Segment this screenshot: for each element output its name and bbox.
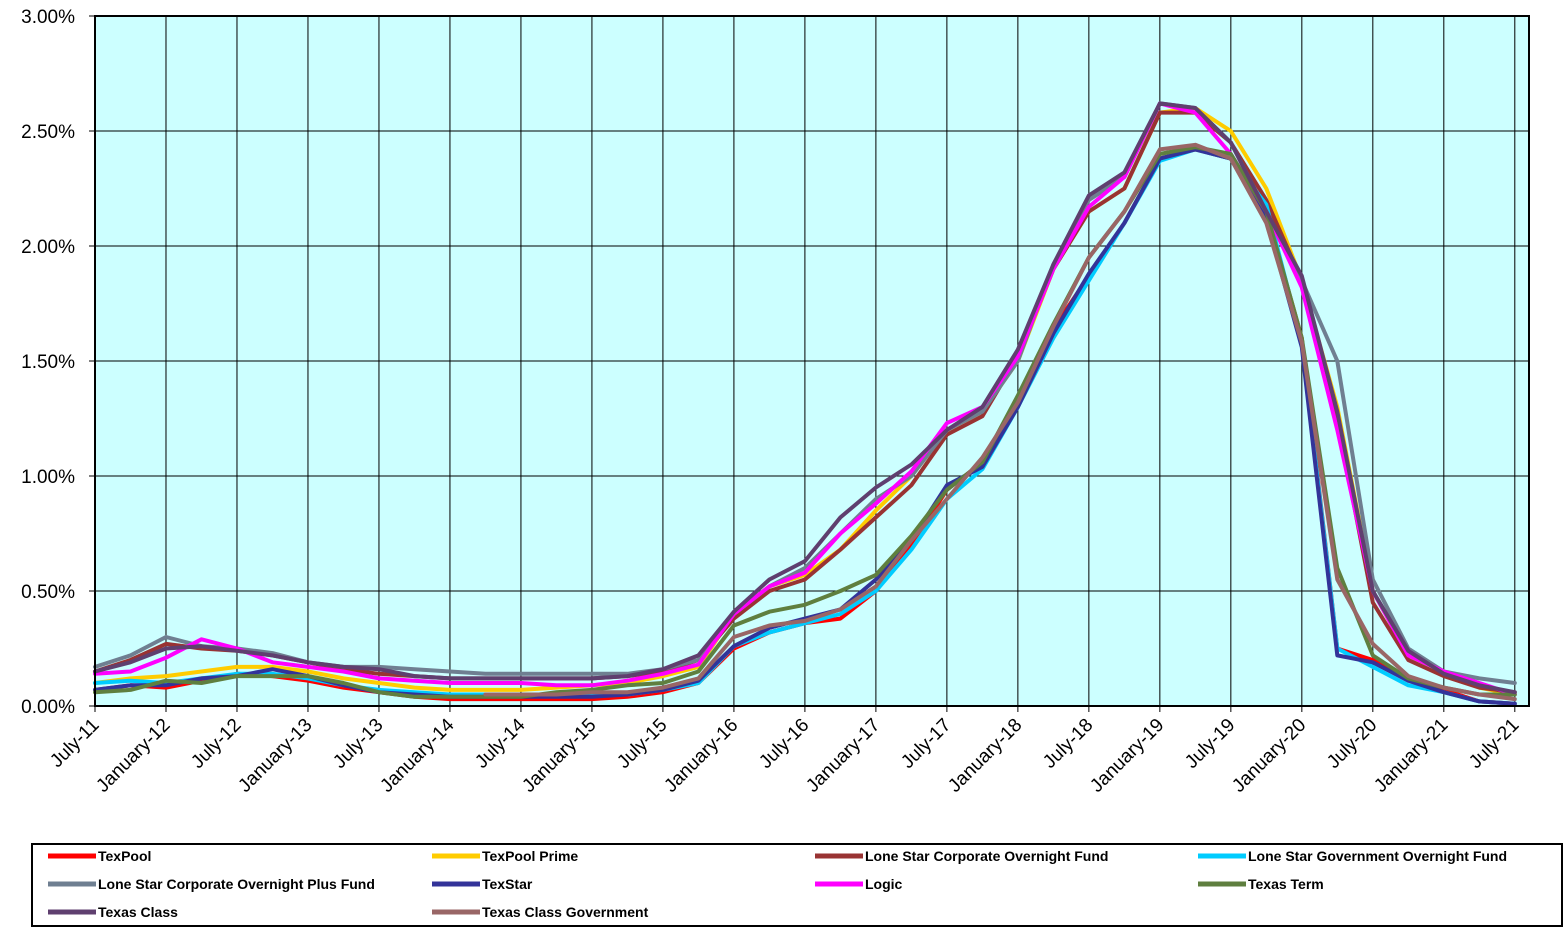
x-tick-label: January-19: [1086, 715, 1168, 797]
x-tick-label: January-12: [92, 715, 174, 797]
legend-item: Lone Star Corporate Overnight Plus Fund: [48, 876, 375, 892]
y-tick-label: 1.00%: [21, 467, 75, 488]
x-tick-label: January-18: [944, 715, 1026, 797]
x-tick-label: July-20: [1323, 715, 1381, 773]
legend-label: Texas Term: [1248, 876, 1324, 892]
series-line-texpool-prime: [93, 106, 1517, 697]
legend-item: TexPool Prime: [432, 848, 578, 864]
legend-label: Texas Class: [98, 904, 178, 920]
legend-label: Texas Class Government: [482, 904, 649, 920]
legend-item: Texas Term: [1198, 876, 1324, 892]
legend-item: Logic: [815, 876, 903, 892]
y-tick-label: 0.00%: [21, 697, 75, 718]
x-tick-label: January-15: [518, 715, 600, 797]
y-tick-label: 2.50%: [21, 122, 75, 143]
x-tick-label: January-17: [802, 715, 884, 797]
x-tick-label: January-14: [376, 714, 458, 796]
legend-label: TexPool: [98, 848, 151, 864]
legend-label: Lone Star Corporate Overnight Plus Fund: [98, 876, 375, 892]
legend-label: Lone Star Corporate Overnight Fund: [865, 848, 1108, 864]
x-tick-label: January-16: [660, 715, 742, 797]
x-tick-label: July-11: [46, 715, 103, 772]
y-tick-label: 2.00%: [21, 237, 75, 258]
x-tick-label: July-16: [755, 715, 813, 773]
series-line-texas-term: [93, 145, 1517, 699]
legend-item: Texas Class: [48, 904, 178, 920]
x-tick-label: July-15: [613, 715, 671, 773]
x-tick-label: July-13: [329, 715, 387, 773]
x-tick-label: July-17: [897, 715, 955, 773]
y-tick-label: 0.50%: [21, 582, 75, 603]
x-tick-label: July-14: [471, 714, 529, 772]
legend-label: Logic: [865, 876, 903, 892]
legend-label: TexPool Prime: [482, 848, 578, 864]
x-tick-label: July-21: [1465, 715, 1523, 773]
legend-item: TexPool: [48, 848, 151, 864]
y-tick-label: 3.00%: [21, 7, 75, 28]
x-tick-label: January-21: [1370, 715, 1452, 797]
x-tick-label: July-12: [187, 715, 245, 773]
legend-item: Texas Class Government: [432, 904, 649, 920]
legend-item: Lone Star Corporate Overnight Fund: [815, 848, 1108, 864]
legend-label: TexStar: [482, 876, 533, 892]
legend-box: [31, 843, 1563, 927]
y-tick-label: 1.50%: [21, 352, 75, 373]
x-tick-label: July-18: [1039, 715, 1097, 773]
x-tick-label: July-19: [1181, 715, 1239, 773]
series-line-texas-class-government: [483, 142, 1517, 702]
series-line-texas-class: [93, 101, 1517, 695]
legend-label: Lone Star Government Overnight Fund: [1248, 848, 1507, 864]
legend-item: TexStar: [432, 876, 533, 892]
x-tick-label: January-13: [234, 715, 316, 797]
x-tick-label: January-20: [1228, 715, 1310, 797]
legend-item: Lone Star Government Overnight Fund: [1198, 848, 1507, 864]
